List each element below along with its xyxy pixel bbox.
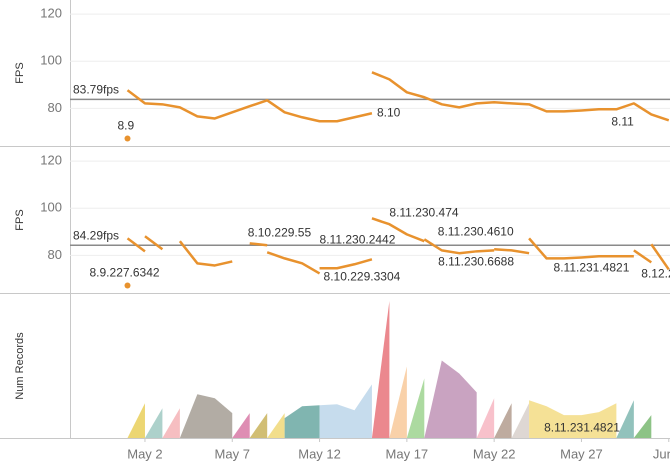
series-label: 8.11 — [611, 114, 634, 128]
reference-label: 84.29fps — [73, 228, 119, 242]
series-label: 8.11.231.4821 — [544, 420, 620, 434]
y-tick-label: 80 — [48, 100, 62, 115]
line — [494, 247, 530, 255]
line — [319, 258, 373, 270]
area — [144, 408, 163, 438]
line — [249, 242, 268, 247]
series-label: 8.12.2 — [641, 267, 670, 281]
area — [389, 366, 407, 438]
area — [529, 400, 617, 438]
area — [371, 300, 390, 438]
line — [528, 237, 634, 260]
line — [633, 249, 653, 264]
series-label: 8.11.230.2442 — [320, 232, 396, 246]
area — [424, 360, 477, 438]
series-label: 8.9.227.6342 — [90, 266, 160, 280]
y-tick-label: 100 — [40, 53, 62, 68]
y-axis-title: FPS — [14, 209, 26, 230]
area — [284, 405, 320, 438]
x-tick-label: May 7 — [215, 446, 250, 461]
y-axis-title: FPS — [14, 62, 26, 83]
y-axis-title: Num Records — [14, 332, 26, 400]
x-tick-label: May 22 — [473, 446, 516, 461]
area — [633, 415, 652, 438]
x-tick-label: May 17 — [386, 446, 429, 461]
area — [319, 384, 372, 438]
series-label: 8.11.230.4610 — [438, 225, 514, 239]
y-tick-label: 80 — [48, 247, 62, 262]
area — [494, 403, 512, 438]
series-label: 8.10 — [377, 105, 401, 119]
series-label: 8.10.229.3304 — [324, 270, 401, 284]
line — [371, 71, 670, 122]
series-label: 8.9 — [118, 119, 135, 133]
y-tick-label: 120 — [40, 153, 62, 168]
area — [476, 398, 495, 438]
line — [650, 243, 670, 271]
area — [406, 378, 425, 438]
reference-label: 83.79fps — [73, 83, 119, 97]
area — [511, 403, 530, 438]
line — [423, 238, 495, 255]
y-tick-label: 100 — [40, 200, 62, 215]
line — [126, 237, 146, 253]
x-tick-label: Jun 1 — [653, 446, 670, 461]
area — [616, 400, 634, 438]
series-label: 8.11.230.474 — [389, 205, 459, 219]
point — [124, 282, 131, 289]
line — [126, 89, 373, 123]
area — [232, 413, 250, 438]
line — [266, 251, 321, 275]
line — [371, 217, 425, 243]
area — [249, 413, 268, 438]
area — [267, 413, 285, 438]
area — [179, 394, 233, 438]
point — [124, 135, 131, 142]
y-tick-label: 120 — [40, 6, 62, 21]
area — [162, 408, 180, 438]
series-label: 8.10.229.55 — [248, 225, 312, 239]
line — [178, 240, 233, 267]
line — [144, 235, 164, 251]
x-tick-label: May 12 — [298, 446, 341, 461]
area — [127, 403, 145, 438]
series-label: 8.11.231.4821 — [554, 261, 630, 275]
series-label: 8.11.230.6688 — [438, 254, 514, 268]
x-tick-label: May 2 — [127, 446, 162, 461]
x-tick-label: May 27 — [560, 446, 603, 461]
